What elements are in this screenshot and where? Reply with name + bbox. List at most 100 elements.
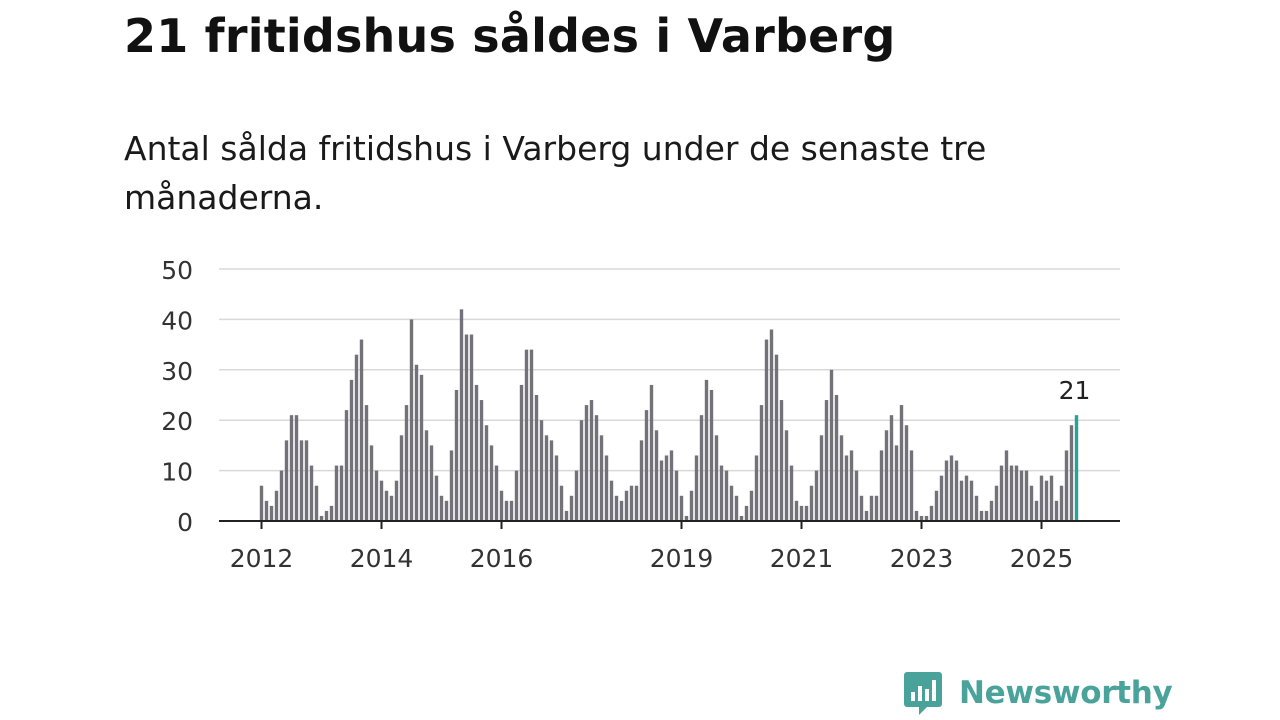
- bar: [984, 510, 989, 521]
- bar: [294, 415, 299, 521]
- x-tick-label: 2014: [350, 544, 414, 573]
- bar: [399, 435, 404, 521]
- bar: [1034, 500, 1039, 521]
- bar: [414, 364, 419, 521]
- x-tick-label: 2023: [890, 544, 954, 573]
- bar: [259, 485, 264, 521]
- brand-logo: Newsworthy: [903, 670, 1173, 716]
- bar: [929, 505, 934, 521]
- bar: [674, 470, 679, 521]
- bar: [639, 440, 644, 521]
- bar: [374, 470, 379, 521]
- bar: [554, 455, 559, 521]
- bar: [504, 500, 509, 521]
- bar: [359, 339, 364, 521]
- x-tick-label: 2012: [230, 544, 294, 573]
- bar: [319, 515, 324, 521]
- x-tick-label: 2019: [650, 544, 714, 573]
- bar: [629, 485, 634, 521]
- bar: [599, 435, 604, 521]
- bar: [369, 445, 374, 521]
- bar: [404, 405, 409, 521]
- bar: [724, 470, 729, 521]
- bar: [999, 465, 1004, 521]
- bar: [364, 405, 369, 521]
- bar: [539, 420, 544, 521]
- bar: [814, 470, 819, 521]
- bar: [459, 309, 464, 521]
- bar: [919, 515, 924, 521]
- bar: [649, 384, 654, 521]
- bar: [719, 465, 724, 521]
- bar: [339, 465, 344, 521]
- bar: [624, 490, 629, 521]
- bar: [944, 460, 949, 521]
- bar: [659, 460, 664, 521]
- bar: [1044, 480, 1049, 521]
- bar: [734, 495, 739, 521]
- bar: [419, 374, 424, 521]
- bar: [379, 480, 384, 521]
- bar: [309, 465, 314, 521]
- bar: [584, 405, 589, 521]
- bar: [264, 500, 269, 521]
- bar: [704, 379, 709, 521]
- bar: [809, 485, 814, 521]
- bar: [949, 455, 954, 521]
- bar: [1029, 485, 1034, 521]
- bar: [1019, 470, 1024, 521]
- bar: [484, 425, 489, 521]
- bar: [694, 455, 699, 521]
- bar: [1049, 475, 1054, 521]
- x-tick-label: 2021: [770, 544, 834, 573]
- bar: [819, 435, 824, 521]
- bar: [534, 395, 539, 521]
- bar: [569, 495, 574, 521]
- bar: [794, 500, 799, 521]
- bar: [754, 455, 759, 521]
- bar: [299, 440, 304, 521]
- bar: [1014, 465, 1019, 521]
- bar: [869, 495, 874, 521]
- bar: [829, 369, 834, 521]
- bar: [394, 480, 399, 521]
- bar: [989, 500, 994, 521]
- bar: [909, 450, 914, 521]
- bar: [779, 400, 784, 521]
- chart-title: 21 fritidshus såldes i Varberg: [124, 9, 896, 63]
- bar: [509, 500, 514, 521]
- bar: [679, 495, 684, 521]
- bar: [934, 490, 939, 521]
- bar: [1024, 470, 1029, 521]
- bar: [924, 515, 929, 521]
- y-tick-label: 50: [161, 256, 193, 285]
- bar-highlight: [1074, 415, 1079, 521]
- bar: [499, 490, 504, 521]
- bar: [839, 435, 844, 521]
- bar: [709, 389, 714, 521]
- y-tick-label: 30: [161, 357, 193, 386]
- chart-subtitle: Antal sålda fritidshus i Varberg under d…: [124, 129, 987, 217]
- bar: [409, 319, 414, 521]
- bar: [519, 384, 524, 521]
- bar: [1054, 500, 1059, 521]
- x-tick-label: 2016: [470, 544, 534, 573]
- bar: [859, 495, 864, 521]
- bar: [714, 435, 719, 521]
- bar: [344, 410, 349, 521]
- bar: [834, 395, 839, 521]
- bar: [349, 379, 354, 521]
- bar: [444, 500, 449, 521]
- bar: [279, 470, 284, 521]
- bar: [524, 349, 529, 521]
- bar: [689, 490, 694, 521]
- bar: [969, 480, 974, 521]
- bar: [354, 354, 359, 521]
- bar: [884, 430, 889, 521]
- y-tick-label: 40: [161, 306, 193, 335]
- x-tick-label: 2025: [1010, 544, 1074, 573]
- bar: [849, 450, 854, 521]
- bar: [669, 450, 674, 521]
- bar: [289, 415, 294, 521]
- y-tick-label: 10: [161, 458, 193, 487]
